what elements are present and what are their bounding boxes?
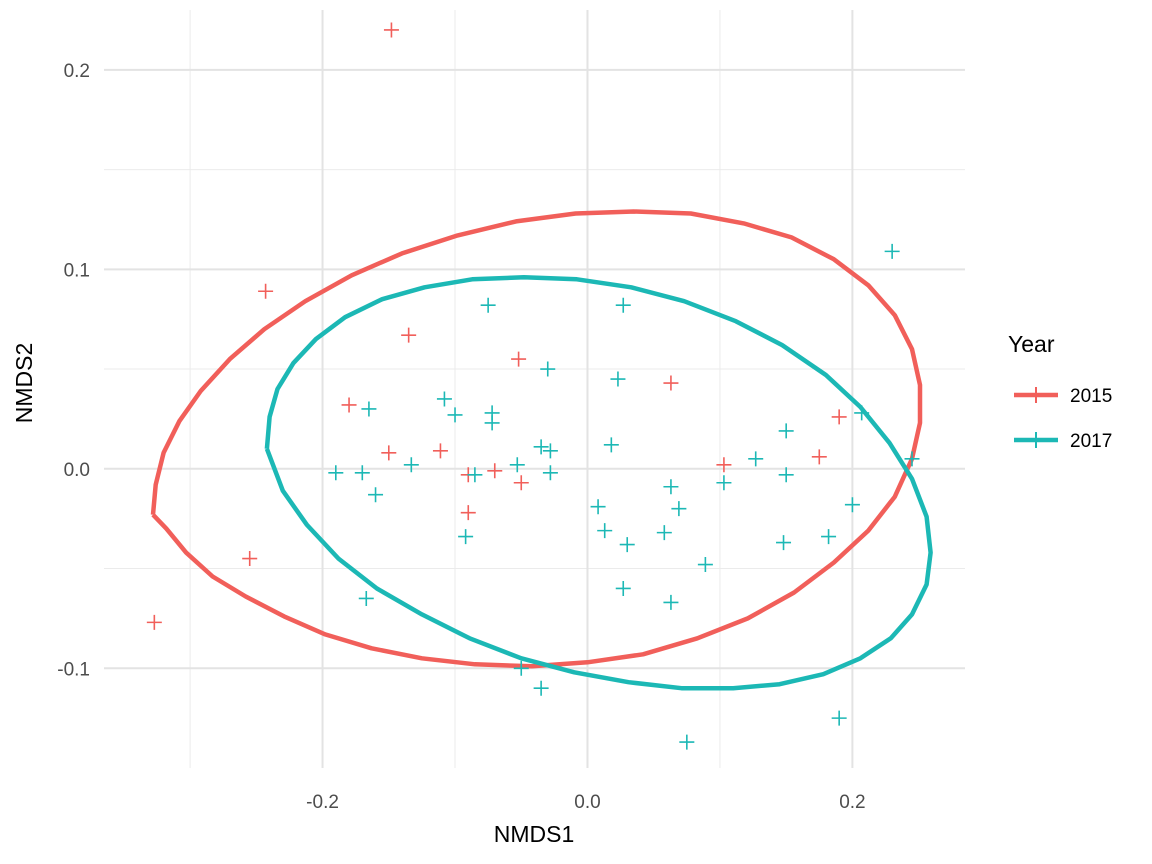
point-2017: [513, 660, 529, 676]
point-2017: [590, 499, 606, 515]
x-axis-ticks: -0.2 0.0 0.2: [306, 792, 865, 813]
x-tick-label: -0.2: [306, 792, 339, 813]
point-2017: [610, 371, 626, 387]
legend-key-marker-2015: [1028, 387, 1044, 403]
point-2017: [884, 243, 900, 259]
point-2017: [597, 523, 613, 539]
point-2017: [778, 423, 794, 439]
point-2017: [716, 475, 732, 491]
point-2015: [716, 457, 732, 473]
point-2015: [811, 449, 827, 465]
point-2017: [778, 467, 794, 483]
point-2015: [383, 22, 399, 38]
x-axis-title: NMDS1: [494, 821, 575, 847]
point-2017: [844, 497, 860, 513]
point-2017: [854, 405, 870, 421]
point-2017: [354, 465, 370, 481]
point-2017: [458, 529, 474, 545]
point-2015: [242, 551, 258, 567]
point-2015: [831, 409, 847, 425]
point-2017: [679, 734, 695, 750]
x-tick-label: 0.2: [839, 792, 865, 813]
point-2017: [361, 401, 377, 417]
point-2017: [603, 437, 619, 453]
y-tick-label: 0.1: [64, 260, 90, 281]
point-2015: [381, 445, 397, 461]
legend-title: Year: [1008, 331, 1055, 357]
point-2017: [776, 535, 792, 551]
point-2017: [540, 361, 556, 377]
y-tick-label: -0.1: [57, 659, 90, 680]
y-tick-label: 0.2: [64, 61, 90, 82]
point-2017: [748, 451, 764, 467]
point-2017: [663, 479, 679, 495]
point-2015: [258, 283, 274, 299]
point-2017: [542, 443, 558, 459]
minor-gridlines: [104, 10, 965, 768]
point-2017: [615, 580, 631, 596]
point-2017: [467, 467, 483, 483]
point-2017: [542, 465, 558, 481]
point-2015: [460, 505, 476, 521]
point-2017: [358, 590, 374, 606]
point-2017: [821, 529, 837, 545]
point-2017: [697, 557, 713, 573]
point-2017: [831, 710, 847, 726]
point-2015: [341, 397, 357, 413]
y-axis-ticks: -0.1 0.0 0.1 0.2: [57, 61, 90, 680]
point-2015: [146, 614, 162, 630]
point-2017: [533, 680, 549, 696]
point-2017: [484, 415, 500, 431]
point-2017: [509, 457, 525, 473]
point-2017: [619, 537, 635, 553]
point-2015: [401, 327, 417, 343]
legend: Year 2015 2017: [1008, 331, 1112, 452]
point-2017: [904, 451, 920, 467]
data-points: [146, 22, 920, 750]
y-tick-label: 0.0: [64, 460, 90, 481]
ellipse-2017: [264, 275, 933, 691]
point-2017: [671, 501, 687, 517]
point-2017: [656, 525, 672, 541]
point-2015: [513, 475, 529, 491]
point-2015: [663, 375, 679, 391]
point-2017: [480, 297, 496, 313]
ellipse-2015: [150, 209, 923, 669]
point-2015: [487, 463, 503, 479]
point-2015: [511, 351, 527, 367]
legend-label-2017: 2017: [1070, 431, 1112, 452]
legend-key-marker-2017: [1028, 432, 1044, 448]
y-axis-title: NMDS2: [11, 343, 37, 424]
point-2017: [368, 487, 384, 503]
x-tick-label: 0.0: [574, 792, 600, 813]
point-2017: [533, 439, 549, 455]
point-2017: [615, 297, 631, 313]
legend-label-2015: 2015: [1070, 386, 1112, 407]
point-2017: [328, 465, 344, 481]
point-2017: [403, 457, 419, 473]
point-2015: [432, 443, 448, 459]
point-2017: [663, 594, 679, 610]
point-2017: [436, 391, 452, 407]
confidence-ellipses: [150, 209, 933, 691]
point-2017: [447, 407, 463, 423]
